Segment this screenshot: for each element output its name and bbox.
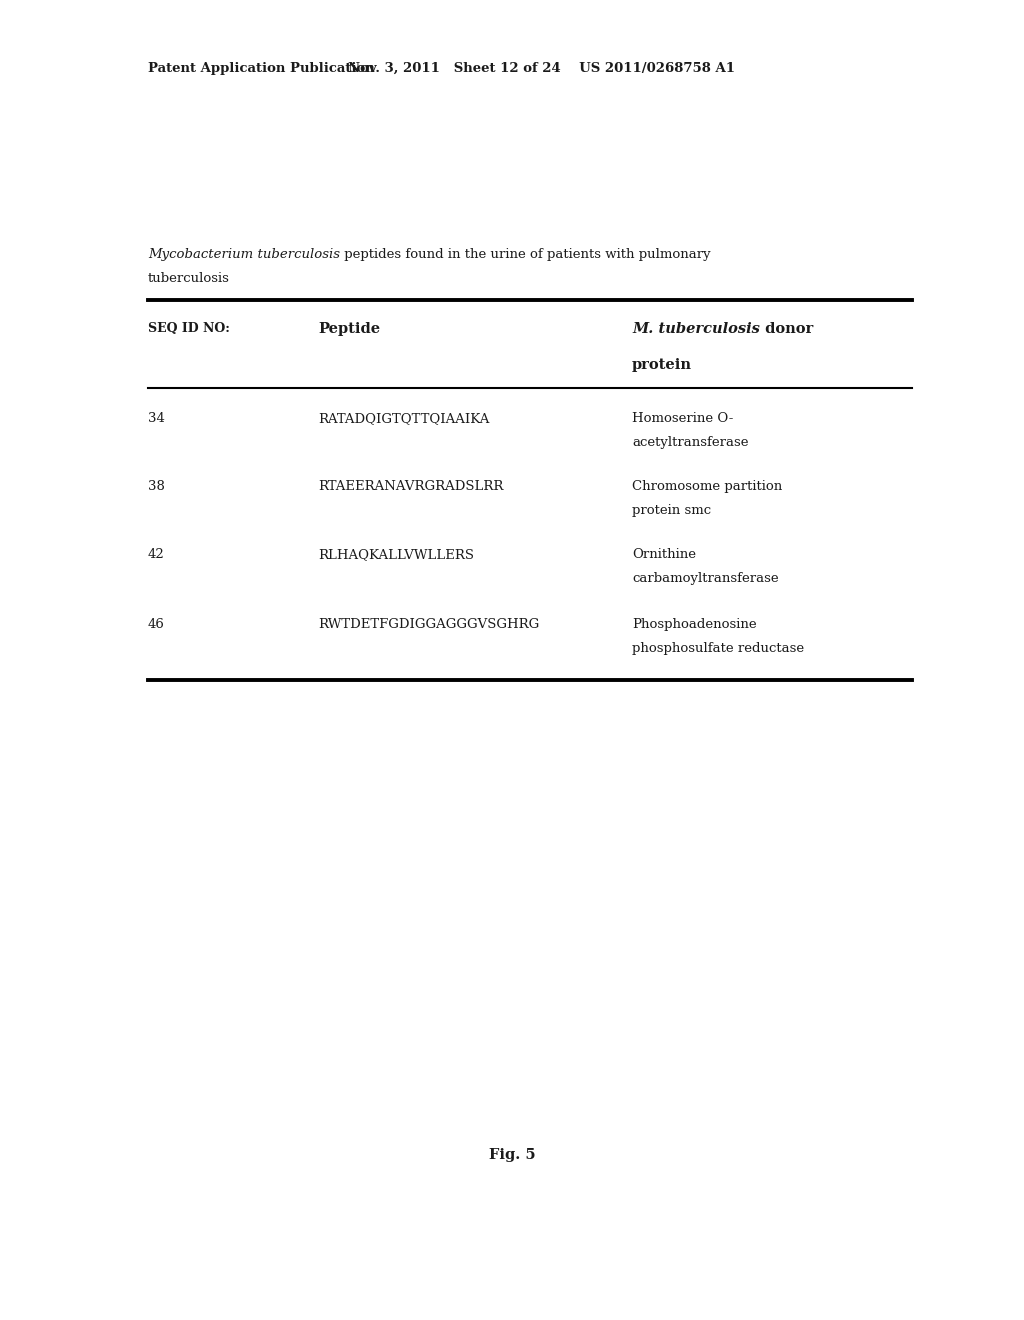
Text: RLHAQKALLVWLLERS: RLHAQKALLVWLLERS — [318, 548, 474, 561]
Text: Chromosome partition: Chromosome partition — [632, 480, 782, 492]
Text: 42: 42 — [148, 548, 165, 561]
Text: Mycobacterium tuberculosis: Mycobacterium tuberculosis — [148, 248, 340, 261]
Text: 46: 46 — [148, 618, 165, 631]
Text: Phosphoadenosine: Phosphoadenosine — [632, 618, 757, 631]
Text: carbamoyltransferase: carbamoyltransferase — [632, 572, 778, 585]
Text: 38: 38 — [148, 480, 165, 492]
Text: Homoserine O-: Homoserine O- — [632, 412, 733, 425]
Text: RATADQIGTQTTQIAAIKA: RATADQIGTQTTQIAAIKA — [318, 412, 489, 425]
Text: RTAEERANAVRGRADSLRR: RTAEERANAVRGRADSLRR — [318, 480, 504, 492]
Text: protein: protein — [632, 358, 692, 372]
Text: Nov. 3, 2011   Sheet 12 of 24    US 2011/0268758 A1: Nov. 3, 2011 Sheet 12 of 24 US 2011/0268… — [348, 62, 735, 75]
Text: acetyltransferase: acetyltransferase — [632, 436, 749, 449]
Text: protein smc: protein smc — [632, 504, 711, 517]
Text: peptides found in the urine of patients with pulmonary: peptides found in the urine of patients … — [340, 248, 711, 261]
Text: RWTDETFGDIGGAGGGVSGHRG: RWTDETFGDIGGAGGGVSGHRG — [318, 618, 540, 631]
Text: Fig. 5: Fig. 5 — [488, 1148, 536, 1162]
Text: SEQ ID NO:: SEQ ID NO: — [148, 322, 229, 335]
Text: phosphosulfate reductase: phosphosulfate reductase — [632, 642, 804, 655]
Text: M. tuberculosis: M. tuberculosis — [632, 322, 760, 337]
Text: donor: donor — [760, 322, 813, 337]
Text: Patent Application Publication: Patent Application Publication — [148, 62, 375, 75]
Text: tuberculosis: tuberculosis — [148, 272, 229, 285]
Text: Ornithine: Ornithine — [632, 548, 696, 561]
Text: Peptide: Peptide — [318, 322, 380, 337]
Text: 34: 34 — [148, 412, 165, 425]
